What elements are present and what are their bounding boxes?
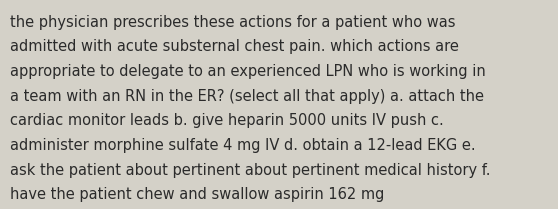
Text: administer morphine sulfate 4 mg IV d. obtain a 12-lead EKG e.: administer morphine sulfate 4 mg IV d. o… [10, 138, 475, 153]
Text: appropriate to delegate to an experienced LPN who is working in: appropriate to delegate to an experience… [10, 64, 486, 79]
Text: admitted with acute substernal chest pain. which actions are: admitted with acute substernal chest pai… [10, 39, 459, 54]
Text: the physician prescribes these actions for a patient who was: the physician prescribes these actions f… [10, 15, 455, 30]
Text: cardiac monitor leads b. give heparin 5000 units IV push c.: cardiac monitor leads b. give heparin 50… [10, 113, 444, 128]
Text: have the patient chew and swallow aspirin 162 mg: have the patient chew and swallow aspiri… [10, 187, 384, 202]
Text: a team with an RN in the ER? (select all that apply) a. attach the: a team with an RN in the ER? (select all… [10, 89, 484, 104]
Text: ask the patient about pertinent about pertinent medical history f.: ask the patient about pertinent about pe… [10, 163, 490, 178]
